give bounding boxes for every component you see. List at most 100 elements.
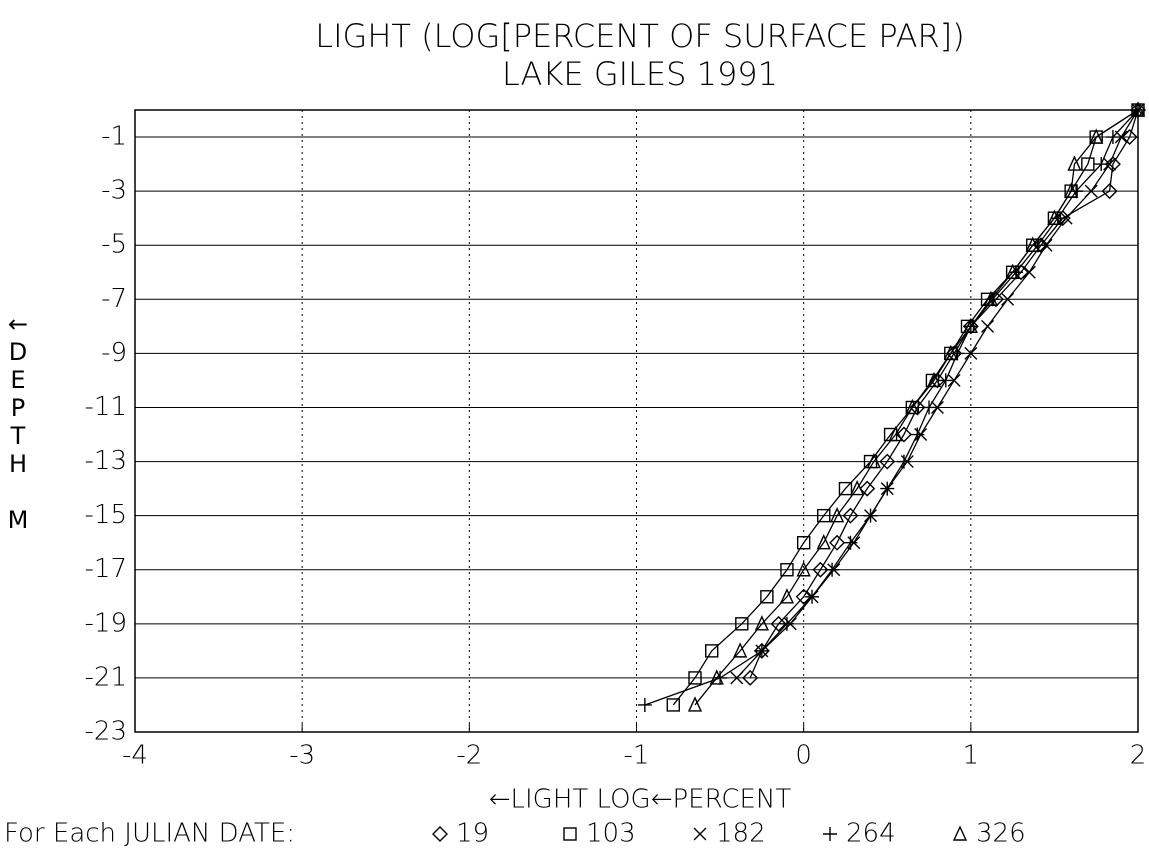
marker [947,373,961,387]
marker [1081,157,1095,171]
legend-marker [823,827,837,841]
marker [850,479,865,496]
marker [950,346,965,361]
marker [1064,182,1079,198]
legend-marker [693,827,707,841]
legend-label: 264 [846,819,896,849]
marker [943,344,958,361]
marker [733,642,748,658]
marker [866,452,881,469]
marker [842,507,859,524]
marker [1101,183,1118,200]
chart-title: LIGHT (LOG[PERCENT OF SURFACE PAR]) [315,17,964,55]
x-tick-label: -4 [122,741,148,771]
legend-marker [563,827,577,841]
legend-label: 103 [586,819,636,849]
y-axis-label: ←DEPTH M [4,310,32,534]
marker [825,562,840,577]
marker [1047,209,1062,225]
marker [753,642,770,659]
marker [779,588,795,604]
marker [754,615,769,631]
marker [830,506,845,523]
marker [922,400,937,415]
x-tick-label: -1 [624,741,650,771]
marker [779,616,794,631]
y-tick-label: -13 [85,446,127,476]
marker [1005,263,1020,279]
marker [983,290,998,307]
marker [1094,157,1109,172]
marker [705,644,719,658]
marker [1089,128,1104,144]
x-tick-label: 1 [963,741,980,771]
y-tick-label: -19 [85,608,127,638]
marker [859,480,876,497]
marker [817,508,831,523]
marker [895,426,912,443]
marker [930,400,944,414]
x-tick-label: 0 [795,741,812,771]
legend-marker [952,825,968,841]
legend-title: For Each JULIAN DATE: [4,819,295,849]
marker [735,617,749,631]
marker [1001,292,1015,306]
marker [1025,236,1040,252]
y-tick-label: -7 [101,284,127,314]
marker [929,372,946,389]
marker [1084,184,1098,198]
y-tick-label: -11 [85,392,127,422]
marker [816,534,831,550]
legend-label: 182 [716,819,766,849]
marker [742,669,759,686]
marker [688,671,702,685]
marker [829,534,846,551]
y-tick-label: -9 [101,338,127,368]
marker [1039,238,1053,252]
marker [805,589,820,604]
marker [909,399,926,416]
marker [780,563,794,577]
marker [963,317,978,334]
marker [812,561,829,578]
legend-label: 326 [976,819,1026,849]
marker [863,508,878,523]
marker [910,427,925,442]
marker [888,425,903,442]
marker [926,371,942,388]
marker [730,671,744,685]
y-tick-label: -21 [85,662,127,692]
chart-subtitle: LAKE GILES 1991 [502,55,778,93]
marker [796,535,811,550]
marker [843,535,858,550]
marker [962,318,979,335]
marker [754,643,769,658]
marker [760,590,774,604]
y-tick-label: -17 [85,554,127,584]
marker [880,481,895,496]
marker [770,615,787,632]
marker [1022,265,1036,279]
marker [796,561,811,577]
marker [838,481,853,496]
y-tick-label: -3 [101,176,127,206]
marker [938,373,953,388]
y-tick-label: -23 [85,717,127,747]
marker [1103,157,1117,171]
marker [905,398,920,415]
y-tick-label: -1 [101,122,127,152]
marker [1104,156,1121,173]
marker [637,697,652,712]
y-tick-label: -15 [85,500,127,530]
marker [1121,129,1138,146]
marker [1105,130,1120,145]
marker [896,454,911,469]
marker [709,669,724,685]
marker [964,346,978,360]
y-tick-label: -5 [101,230,127,260]
series-line [749,109,1139,679]
x-tick-label: 2 [1130,741,1147,771]
marker [1130,101,1146,117]
